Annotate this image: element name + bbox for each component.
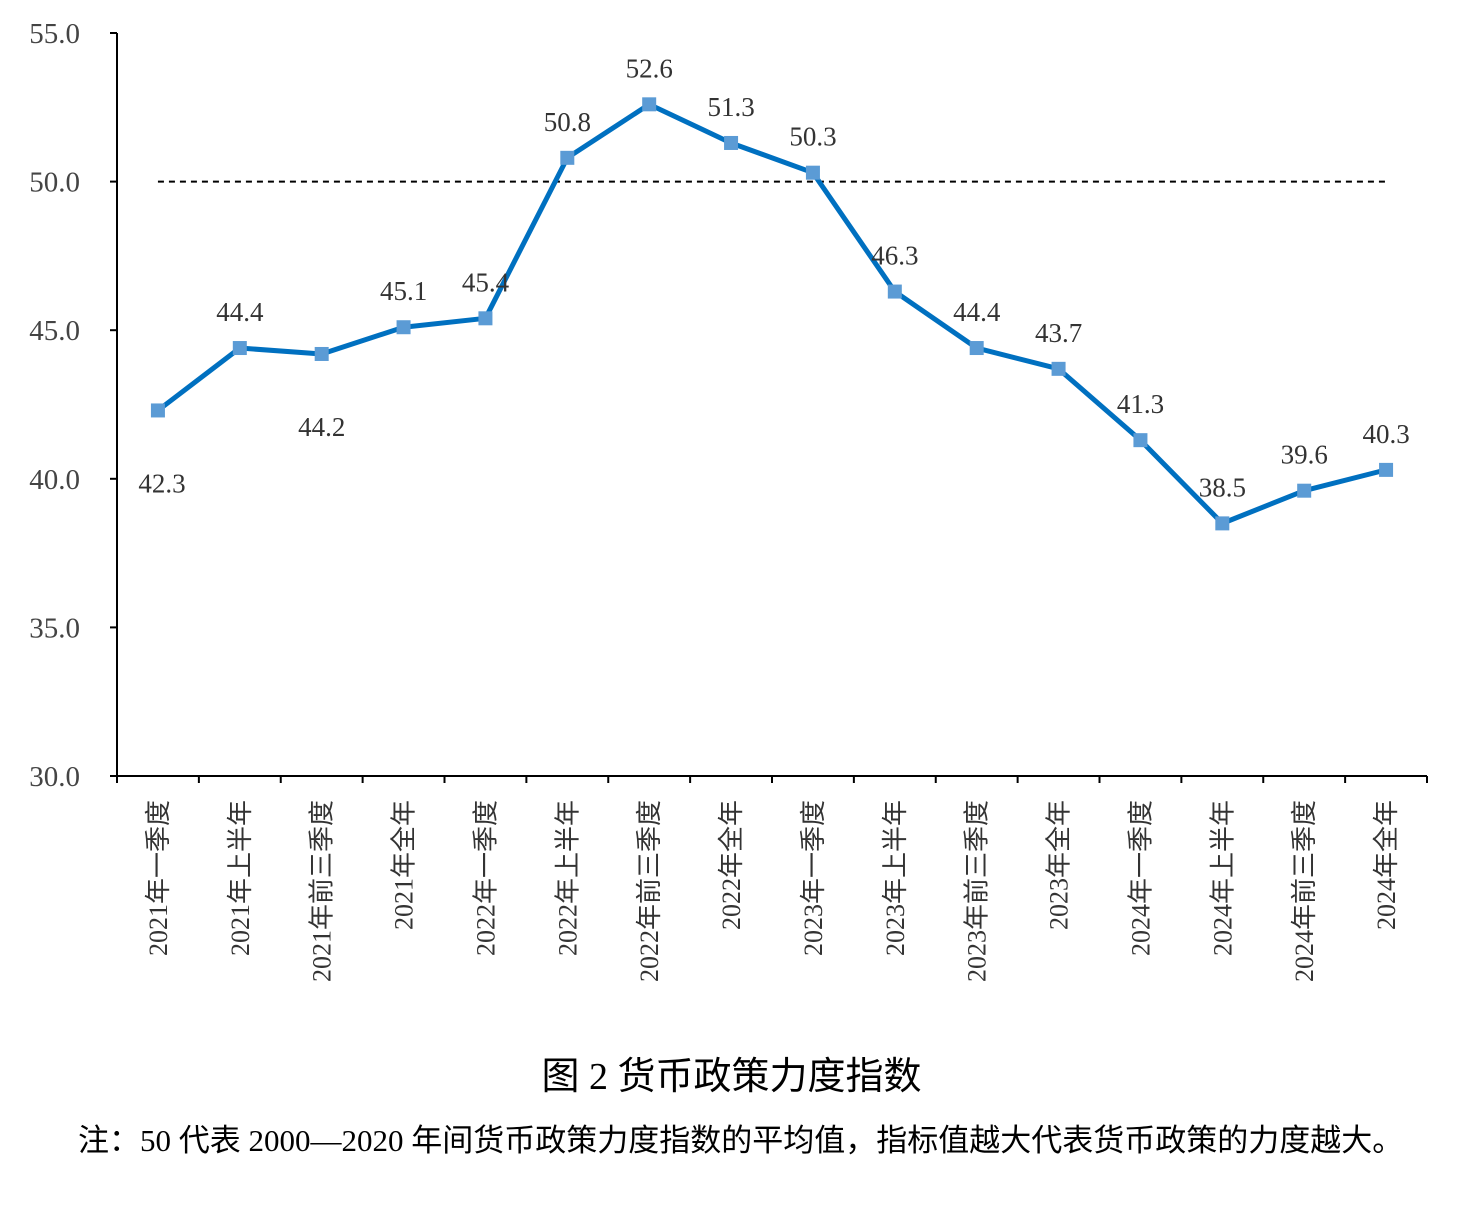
data-label: 50.8: [544, 107, 591, 137]
figure-note: 注：50 代表 2000—2020 年间货币政策力度指数的平均值，指标值越大代表…: [78, 1123, 1404, 1158]
data-point: [478, 311, 493, 326]
data-label: 41.3: [1117, 389, 1164, 419]
data-point: [724, 135, 739, 150]
data-point: [396, 320, 411, 335]
y-tick-label: 50.0: [29, 167, 80, 199]
data-label: 44.4: [216, 297, 264, 327]
x-tick-label: 2023年全年: [1045, 800, 1074, 930]
x-tick-label: 2024年前三季度: [1290, 800, 1319, 982]
data-point: [150, 403, 165, 418]
data-point: [1379, 462, 1394, 477]
data-label: 38.5: [1199, 472, 1246, 502]
figure-caption: 图 2 货币政策力度指数: [541, 1056, 922, 1098]
data-label: 45.4: [462, 267, 510, 297]
x-tick-label: 2023年上半年: [881, 800, 910, 956]
data-label: 46.3: [871, 241, 918, 271]
data-point: [642, 97, 657, 112]
y-tick-label: 35.0: [29, 612, 80, 644]
x-tick-label: 2024年上半年: [1208, 800, 1237, 956]
y-tick-label: 55.0: [29, 18, 80, 50]
data-label: 44.2: [298, 412, 345, 442]
data-label: 50.3: [789, 122, 836, 152]
x-tick-label: 2022年上半年: [553, 800, 582, 956]
x-tick-label: 2022年前三季度: [635, 800, 664, 982]
data-point: [969, 341, 984, 356]
data-label: 43.7: [1035, 318, 1082, 348]
line-chart: 30.0 35.0 40.0 45.0 50.0 55.0 2021年一季度 2021年上半年…: [29, 18, 1428, 982]
y-tick-label: 30.0: [29, 761, 80, 793]
x-tick-label: 2021年全年: [390, 800, 419, 930]
data-point: [1051, 361, 1066, 376]
data-point: [1215, 516, 1230, 531]
data-label: 39.6: [1281, 440, 1328, 470]
data-label: 51.3: [707, 92, 754, 122]
data-point: [232, 341, 247, 356]
x-tick-label: 2023年一季度: [799, 800, 828, 956]
x-tick-label: 2024年一季度: [1126, 800, 1155, 956]
data-point: [314, 346, 329, 361]
data-point: [1133, 433, 1148, 448]
x-tick-label: 2024年全年: [1372, 800, 1401, 930]
x-tick-label: 2023年前三季度: [963, 800, 992, 982]
data-label: 44.4: [953, 297, 1001, 327]
data-point: [887, 284, 902, 299]
y-tick-label: 40.0: [29, 464, 80, 496]
data-point: [1297, 483, 1312, 498]
data-label: 42.3: [138, 468, 185, 498]
x-tick-label: 2021年一季度: [144, 800, 173, 956]
data-point: [560, 150, 575, 165]
x-tick-label: 2022年一季度: [471, 800, 500, 956]
data-point: [805, 165, 820, 180]
x-tick-label: 2021年前三季度: [308, 800, 337, 982]
data-label: 45.1: [380, 276, 427, 306]
series-line: [156, 101, 1387, 526]
data-label: 40.3: [1362, 419, 1409, 449]
x-tick-label: 2022年全年: [717, 800, 746, 930]
x-tick-label: 2021年上半年: [226, 800, 255, 956]
data-label: 52.6: [626, 53, 673, 83]
y-tick-label: 45.0: [29, 315, 80, 347]
